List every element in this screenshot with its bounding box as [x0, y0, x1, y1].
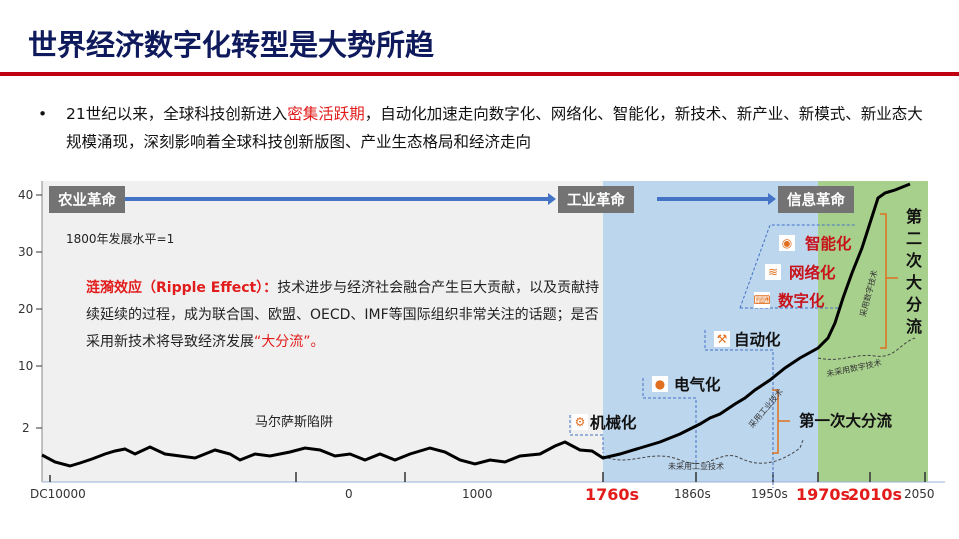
- y-tick: 10: [18, 359, 34, 373]
- not-adopted-industrial-line: [602, 439, 804, 464]
- era-label-industrial: 工业革命: [558, 186, 634, 213]
- figure-graphics: [36, 181, 945, 488]
- first-divergence-label: 第一次大分流: [799, 412, 893, 430]
- development-figure: 40 30 20 10 2 DC10000 0 1000 1760s 1860s…: [0, 178, 959, 518]
- gears-icon: ⚙: [572, 414, 588, 430]
- y-tick: 30: [18, 245, 34, 259]
- economic-development-line: [41, 182, 911, 468]
- x-tick: 2010s: [848, 485, 903, 504]
- x-tick: 1000: [462, 487, 493, 501]
- divergence-brackets: [772, 213, 898, 454]
- not-adopted-digital-line: [817, 337, 916, 360]
- era-label-information: 信息革命: [778, 186, 854, 213]
- bullet-text-rest: ，自动化加速走向数字化、网络化、智能化，新技术、新产业、新模式、新业态大规模涌现…: [66, 105, 923, 151]
- digital-icon: ⌨: [753, 292, 771, 308]
- page-title: 世界经济数字化转型是大势所趋: [28, 28, 435, 62]
- y-tick: 40: [18, 188, 34, 202]
- stage-intelligence: ◉ 智能化: [779, 232, 852, 254]
- x-tick: 1860s: [674, 487, 711, 501]
- x-tick: DC10000: [30, 487, 86, 501]
- bullet-point: • 21世纪以来，全球科技创新进入密集活跃期，自动化加速走向数字化、网络化、智能…: [38, 100, 928, 156]
- stage-guides: [569, 224, 855, 488]
- x-tick: 1970s: [796, 485, 851, 504]
- y-tick: 20: [18, 302, 34, 316]
- y-tick: 2: [22, 421, 30, 435]
- stage-networking: ≋ 网络化: [765, 261, 836, 283]
- x-tick: 1760s: [585, 485, 640, 504]
- baseline-note: 1800年发展水平=1: [66, 232, 175, 246]
- info-era-bg: [818, 181, 928, 482]
- brain-head-icon: ◉: [779, 235, 795, 251]
- bullet-highlight: 密集活跃期: [287, 105, 365, 123]
- malthus-trap-label: 马尔萨斯陷阱: [255, 415, 334, 430]
- wifi-icon: ≋: [765, 264, 781, 280]
- stage-electrification: ● 电气化: [652, 373, 721, 395]
- not-adopted-industrial-label: 未采用工业技术: [668, 462, 724, 471]
- stage-digitalization: ⌨ 数字化: [753, 292, 825, 310]
- title-divider: [0, 72, 959, 76]
- second-divergence-label: 第二次大分流: [905, 207, 922, 336]
- agri-era-bg: [42, 181, 603, 482]
- era-label-agriculture: 农业革命: [49, 186, 125, 213]
- y-axis-ticks: [36, 194, 42, 429]
- robot-arm-icon: ⚒: [714, 331, 730, 347]
- x-tick: 0: [345, 487, 353, 501]
- bullet-text: 21世纪以来，全球科技创新进入: [66, 105, 288, 123]
- bullet-dot: •: [38, 105, 48, 123]
- stage-automation: ⚒ 自动化: [714, 328, 781, 350]
- x-tick: 1950s: [751, 487, 788, 501]
- stage-mechanization: ⚙ 机械化: [572, 411, 637, 433]
- ripple-effect-text: 涟漪效应（Ripple Effect）：技术进步与经济社会融合产生巨大贡献，以及…: [86, 280, 600, 350]
- industrial-era-bg: [603, 181, 818, 482]
- lightbulb-icon: ●: [652, 376, 668, 392]
- x-tick: 2050: [904, 487, 935, 501]
